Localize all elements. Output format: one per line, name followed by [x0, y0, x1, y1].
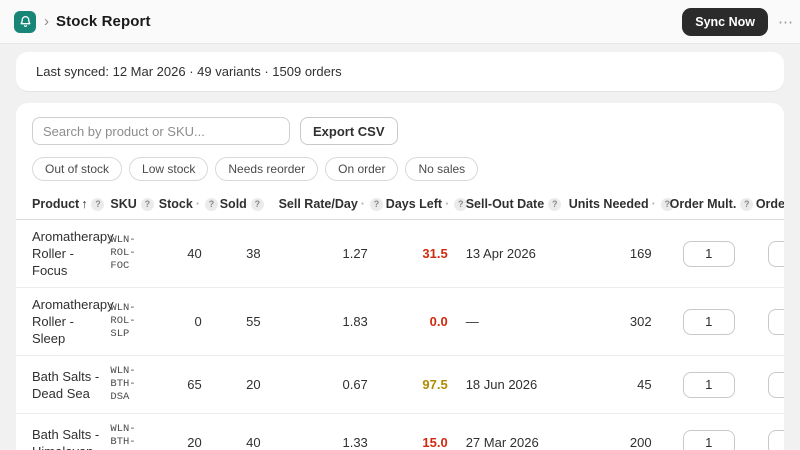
- filter-chips: Out of stock Low stock Needs reorder On …: [16, 145, 784, 191]
- order-mult-input[interactable]: [682, 308, 735, 335]
- col-header-sku[interactable]: SKU?: [106, 191, 155, 220]
- overflow-menu-icon[interactable]: ⋯: [778, 13, 794, 31]
- sell-rate-value: 1.83: [274, 287, 382, 356]
- order-mult-input[interactable]: [682, 429, 735, 450]
- col-header-sellout-date[interactable]: Sell-Out Date?: [461, 191, 565, 220]
- help-icon[interactable]: ?: [204, 198, 218, 211]
- table-header-row: Product ↑? SKU? Stock ·? Sold? Sell Rate/D…: [16, 191, 784, 220]
- sku-value: WLN-BTH-DSA: [110, 365, 136, 403]
- units-needed-value: 45: [564, 355, 666, 414]
- stock-value: 40: [154, 219, 216, 288]
- col-header-product[interactable]: Product ↑?: [16, 191, 107, 220]
- stock-table-container: Product ↑? SKU? Stock ·? Sold? Sell Rate/D…: [16, 191, 784, 450]
- page-title: Stock Report: [56, 13, 151, 30]
- sync-now-button[interactable]: Sync Now: [682, 7, 768, 36]
- last-synced-text: Last synced: 12 Mar 2026 · 49 variants ·…: [36, 64, 342, 79]
- sort-asc-icon: ↑: [81, 197, 88, 211]
- table-row: Aromatherapy Roller - Sleep WLN-ROL-SLP …: [16, 287, 784, 356]
- units-needed-value: 302: [564, 287, 666, 356]
- table-row: Bath Salts - Dead Sea WLN-BTH-DSA 65 20 …: [16, 355, 784, 414]
- sold-value: 38: [215, 219, 275, 288]
- product-name: Bath Salts - Himalayan: [32, 426, 100, 450]
- order-mult-input[interactable]: [682, 240, 735, 267]
- col-header-order-mult[interactable]: Order Mult.?: [665, 191, 754, 220]
- product-name: Aromatherapy Roller - Sleep: [32, 297, 114, 346]
- ordered-input[interactable]: [767, 371, 784, 398]
- help-icon[interactable]: ?: [548, 198, 562, 211]
- col-header-days-left[interactable]: Days Left ·?: [381, 191, 468, 220]
- sell-rate-value: 1.33: [274, 413, 382, 450]
- sold-value: 55: [215, 287, 275, 356]
- sell-rate-value: 1.27: [274, 219, 382, 288]
- sold-value: 20: [215, 355, 275, 414]
- product-name: Bath Salts - Dead Sea: [32, 368, 100, 401]
- units-needed-value: 200: [564, 413, 666, 450]
- stock-value: 65: [154, 355, 216, 414]
- sellout-date-value: 13 Apr 2026: [461, 219, 565, 288]
- units-needed-value: 169: [564, 219, 666, 288]
- sell-rate-value: 0.67: [274, 355, 382, 414]
- days-left-value: 97.5: [422, 377, 448, 392]
- days-left-value: 15.0: [422, 435, 448, 450]
- sku-value: WLN-ROL-FOC: [110, 234, 136, 272]
- stock-report-card: Export CSV Out of stock Low stock Needs …: [16, 103, 784, 450]
- sellout-date-value: 27 Mar 2026: [461, 413, 565, 450]
- col-header-ordered[interactable]: Ordered?: [751, 191, 784, 220]
- filter-out-of-stock[interactable]: Out of stock: [32, 157, 123, 181]
- help-icon[interactable]: ?: [140, 198, 154, 211]
- ordered-input[interactable]: [767, 429, 784, 450]
- filter-low-stock[interactable]: Low stock: [129, 157, 209, 181]
- col-header-sold[interactable]: Sold?: [215, 191, 275, 220]
- ordered-input[interactable]: [767, 240, 784, 267]
- top-bar: › Stock Report Sync Now ⋯: [0, 0, 800, 44]
- help-icon[interactable]: ?: [740, 198, 754, 211]
- sku-value: WLN-BTH-HIM: [110, 423, 136, 450]
- col-header-stock[interactable]: Stock ·?: [154, 191, 218, 220]
- ordered-input[interactable]: [767, 308, 784, 335]
- toolbar: Export CSV: [16, 117, 784, 145]
- help-icon[interactable]: ?: [454, 198, 468, 211]
- bell-icon: [19, 15, 32, 28]
- col-header-sell-rate[interactable]: Sell Rate/Day ·?: [274, 191, 383, 220]
- app-icon[interactable]: [14, 10, 36, 33]
- sku-value: WLN-ROL-SLP: [110, 302, 136, 340]
- filter-needs-reorder[interactable]: Needs reorder: [215, 157, 319, 181]
- product-name: Aromatherapy Roller - Focus: [32, 229, 114, 278]
- export-csv-button[interactable]: Export CSV: [300, 117, 398, 145]
- help-icon[interactable]: ?: [91, 198, 105, 211]
- stock-value: 20: [154, 413, 216, 450]
- filter-on-order[interactable]: On order: [325, 157, 399, 181]
- days-left-value: 31.5: [422, 246, 448, 261]
- search-input[interactable]: [32, 117, 290, 145]
- sellout-date-value: 18 Jun 2026: [461, 355, 565, 414]
- table-row: Bath Salts - Himalayan WLN-BTH-HIM 20 40…: [16, 413, 784, 450]
- days-left-value: 0.0: [429, 314, 448, 329]
- stock-value: 0: [154, 287, 216, 356]
- last-synced-bar: Last synced: 12 Mar 2026 · 49 variants ·…: [16, 52, 784, 91]
- col-header-units-needed[interactable]: Units Needed ·?: [564, 191, 674, 220]
- sellout-date-value: —: [461, 287, 565, 356]
- help-icon[interactable]: ?: [250, 198, 264, 211]
- table-row: Aromatherapy Roller - Focus WLN-ROL-FOC …: [16, 219, 784, 288]
- order-mult-input[interactable]: [682, 371, 735, 398]
- stock-table: Product ↑? SKU? Stock ·? Sold? Sell Rate/D…: [16, 191, 784, 450]
- filter-no-sales[interactable]: No sales: [405, 157, 479, 181]
- sold-value: 40: [215, 413, 275, 450]
- breadcrumb-chevron-icon: ›: [44, 13, 49, 30]
- help-icon[interactable]: ?: [369, 198, 383, 211]
